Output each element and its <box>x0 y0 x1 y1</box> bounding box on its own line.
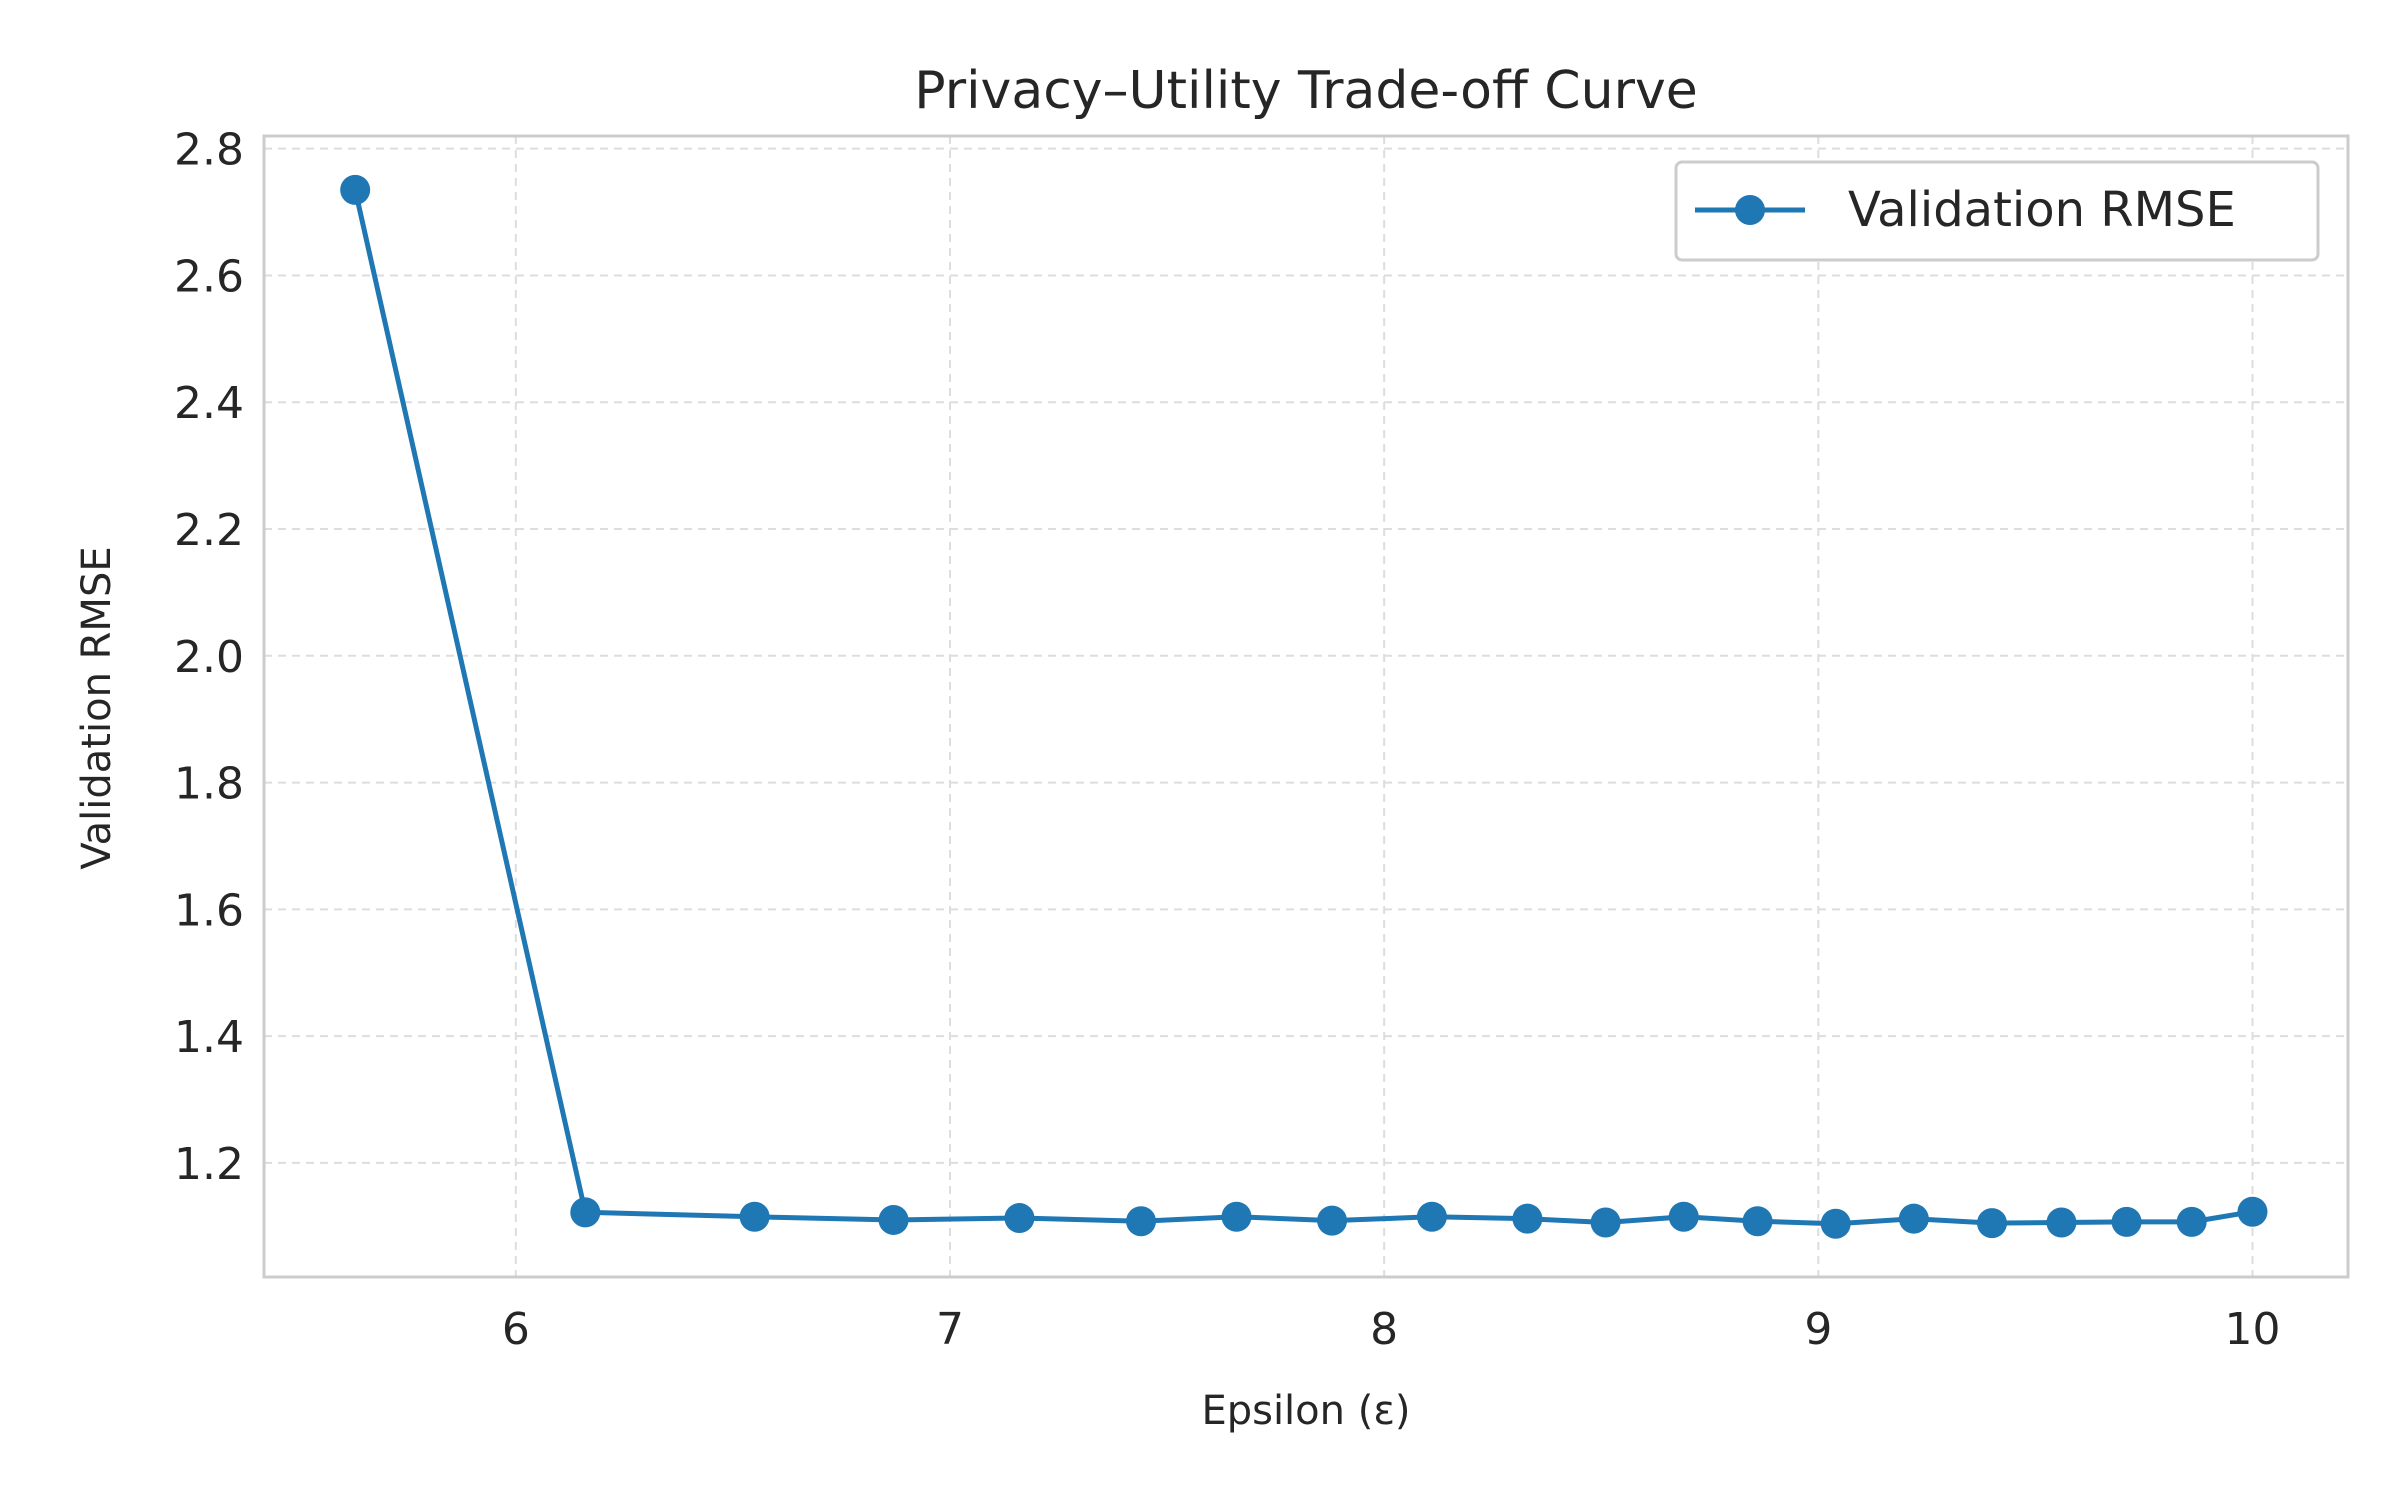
series <box>340 174 2268 1239</box>
grid <box>264 136 2348 1277</box>
data-point <box>340 174 371 205</box>
data-point <box>1221 1201 1252 1232</box>
data-point <box>2046 1207 2077 1238</box>
x-tick-label: 7 <box>936 1304 964 1355</box>
data-point <box>1742 1206 1773 1237</box>
y-tick-label: 1.6 <box>174 885 244 936</box>
data-point <box>1317 1205 1348 1236</box>
y-tick-label: 2.0 <box>174 632 244 683</box>
data-point <box>1126 1206 1157 1237</box>
data-point <box>1512 1203 1543 1234</box>
x-tick-label: 9 <box>1804 1304 1832 1355</box>
y-tick-label: 2.2 <box>174 505 244 556</box>
data-point <box>570 1197 601 1228</box>
data-point <box>2176 1206 2207 1237</box>
x-tick-label: 8 <box>1370 1304 1398 1355</box>
x-tick-label: 6 <box>502 1304 530 1355</box>
data-point <box>2237 1196 2268 1227</box>
y-tick-label: 1.8 <box>174 759 244 810</box>
x-tick-label: 10 <box>2224 1304 2280 1355</box>
chart-title: Privacy–Utility Trade-off Curve <box>914 61 1697 121</box>
y-tick-label: 2.6 <box>174 251 244 302</box>
tick-labels: 6 7 8 9 10 1.2 1.4 1.6 1.8 2.0 2.2 2.4 2.6 2.8 <box>174 125 2280 1355</box>
data-point <box>1004 1203 1035 1234</box>
data-point <box>878 1204 909 1235</box>
data-point <box>739 1201 770 1232</box>
data-point <box>1898 1203 1929 1234</box>
x-axis-label: Epsilon (ε) <box>1201 1388 1410 1434</box>
plot-frame <box>262 134 2350 1279</box>
data-point <box>1976 1208 2007 1239</box>
data-point <box>1820 1208 1851 1239</box>
legend-label: Validation RMSE <box>1848 182 2236 238</box>
y-tick-label: 1.4 <box>174 1012 244 1063</box>
y-tick-label: 2.4 <box>174 378 244 429</box>
y-tick-label: 1.2 <box>174 1139 244 1190</box>
legend-point-marker <box>1735 195 1765 225</box>
data-point <box>1416 1201 1447 1232</box>
legend-box <box>1674 160 2320 262</box>
y-axis-label: Validation RMSE <box>74 546 120 869</box>
data-point <box>2111 1206 2142 1237</box>
data-point <box>1668 1201 1699 1232</box>
data-point <box>1590 1207 1621 1238</box>
y-tick-label: 2.8 <box>174 125 244 176</box>
legend: Validation RMSE <box>1674 160 2320 262</box>
